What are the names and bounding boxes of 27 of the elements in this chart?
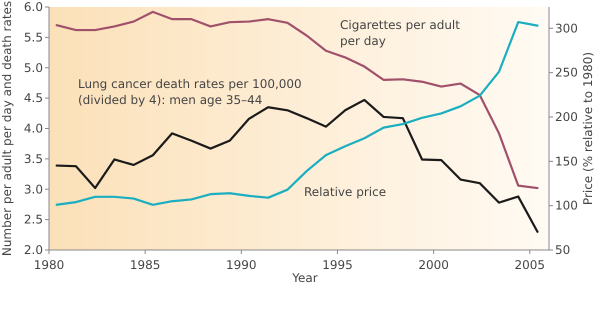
series-label: Relative price xyxy=(304,185,386,199)
y2-tick-label: 200 xyxy=(555,110,578,124)
y-tick-label: 5.5 xyxy=(24,30,43,44)
y-tick-label: 2.5 xyxy=(24,212,43,227)
x-axis-title: Year xyxy=(291,271,318,285)
x-tick-label: 1990 xyxy=(226,258,257,272)
y2-axis-title: Price (% relative to 1980) xyxy=(581,52,595,206)
series-label: Lung cancer death rates per 100,000 (divided by 4): men age 35–44 xyxy=(78,77,302,107)
y2-tick-label: 50 xyxy=(555,243,570,257)
y-tick-label: 4.0 xyxy=(24,122,43,136)
y-tick-label: 5.0 xyxy=(24,60,43,75)
x-tick-label: 1995 xyxy=(322,258,353,272)
y-tick-label: 3.5 xyxy=(24,152,43,166)
series-label: Cigarettes per adult per day xyxy=(340,18,460,48)
y-tick-label: 3.0 xyxy=(24,182,43,196)
x-tick-label: 2000 xyxy=(418,258,449,272)
y-tick-label: 2.0 xyxy=(24,243,43,257)
y2-tick-label: 100 xyxy=(555,198,578,213)
x-tick-label: 2005 xyxy=(514,258,546,272)
y2-tick-label: 250 xyxy=(555,66,578,80)
y-tick-label: 4.5 xyxy=(24,91,43,106)
x-tick-label: 1980 xyxy=(34,258,64,272)
y-axis-title: Number per adult per day and death rates xyxy=(0,0,14,256)
y-tick-label: 6.0 xyxy=(24,0,43,14)
y2-tick-label: 150 xyxy=(555,154,578,168)
x-tick-label: 1985 xyxy=(130,258,160,272)
y2-tick-label: 300 xyxy=(555,21,578,36)
